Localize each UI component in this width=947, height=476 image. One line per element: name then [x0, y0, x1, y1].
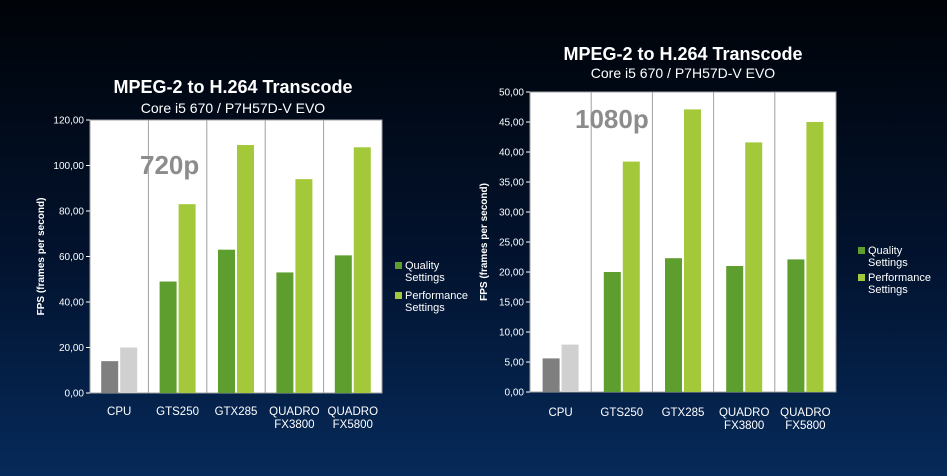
y-axis-title: FPS (frames per second)	[479, 183, 490, 301]
legend-label: Performance	[405, 290, 468, 302]
bar-performance	[120, 347, 138, 393]
bar-performance	[622, 161, 640, 392]
chart-subtitle: Core i5 670 / P7H57D-V EVO	[591, 65, 776, 81]
y-tick-label: 30,00	[499, 208, 524, 219]
x-category-label: FX5800	[333, 419, 373, 431]
x-category-label: QUADRO	[269, 406, 320, 418]
bar-performance	[237, 145, 254, 393]
legend-label: Quality	[868, 245, 903, 257]
legend-swatch-performance	[395, 292, 402, 299]
bar-performance	[745, 142, 763, 392]
plot-area	[90, 120, 382, 393]
bar-quality	[787, 259, 805, 392]
bar-quality	[159, 281, 177, 393]
x-category-label: QUADRO	[328, 406, 379, 418]
y-tick-label: 25,00	[499, 238, 524, 249]
bar-quality	[334, 255, 352, 393]
y-tick-label: 40,00	[59, 298, 84, 309]
bar-performance	[353, 147, 371, 393]
legend-label: Settings	[868, 284, 908, 296]
y-tick-label: 0,00	[65, 389, 85, 400]
bar-quality	[603, 272, 621, 392]
legend-swatch-quality	[395, 262, 402, 269]
x-category-label: FX3800	[724, 420, 764, 432]
resolution-label: 1080p	[575, 104, 649, 134]
legend-label: Settings	[868, 257, 908, 269]
x-category-label: GTS250	[600, 407, 643, 419]
legend-label: Performance	[868, 272, 931, 284]
y-tick-label: 45,00	[499, 118, 524, 129]
legend-swatch-performance	[858, 274, 865, 281]
y-axis-title: FPS (frames per second)	[36, 198, 47, 316]
y-tick-label: 10,00	[499, 328, 524, 339]
y-tick-label: 40,00	[499, 148, 524, 159]
y-tick-label: 20,00	[59, 343, 84, 354]
y-tick-label: 100,00	[53, 161, 84, 172]
y-tick-label: 15,00	[499, 298, 524, 309]
y-tick-label: 120,00	[53, 116, 84, 127]
y-tick-label: 60,00	[59, 252, 84, 263]
legend-swatch-quality	[858, 247, 865, 254]
bar-performance	[806, 122, 824, 392]
x-category-label: GTS250	[156, 406, 199, 418]
x-category-label: CPU	[107, 406, 131, 418]
bar-performance	[178, 204, 196, 393]
x-category-label: CPU	[548, 407, 572, 419]
bar-performance	[295, 179, 313, 393]
chart-720p: MPEG-2 to H.264 Transcode Core i5 670 / P…	[36, 77, 468, 431]
y-tick-label: 50,00	[499, 88, 524, 99]
y-tick-label: 0,00	[505, 388, 525, 399]
chart-title: MPEG-2 to H.264 Transcode	[113, 77, 352, 97]
bar-quality	[542, 358, 560, 392]
y-tick-label: 80,00	[59, 207, 84, 218]
chart-title: MPEG-2 to H.264 Transcode	[563, 44, 802, 64]
bar-quality	[726, 266, 744, 392]
plot-area	[530, 92, 836, 392]
bar-quality	[665, 258, 682, 392]
x-category-label: QUADRO	[719, 407, 770, 419]
bar-quality	[101, 361, 119, 393]
chart-subtitle: Core i5 670 / P7H57D-V EVO	[141, 100, 326, 116]
bar-quality	[276, 272, 294, 393]
x-category-label: QUADRO	[780, 407, 831, 419]
x-category-label: FX5800	[785, 420, 825, 432]
y-tick-label: 35,00	[499, 178, 524, 189]
resolution-label: 720p	[140, 150, 199, 180]
bar-quality	[218, 249, 235, 393]
y-tick-label: 5,00	[505, 358, 525, 369]
x-category-label: GTX285	[215, 406, 258, 418]
x-category-label: FX3800	[274, 419, 314, 431]
legend-label: Settings	[405, 302, 445, 314]
y-tick-label: 20,00	[499, 268, 524, 279]
x-category-label: GTX285	[662, 407, 705, 419]
bar-performance	[561, 344, 579, 392]
legend-label: Settings	[405, 272, 445, 284]
bar-performance	[684, 109, 701, 393]
legend-label: Quality	[405, 260, 440, 272]
